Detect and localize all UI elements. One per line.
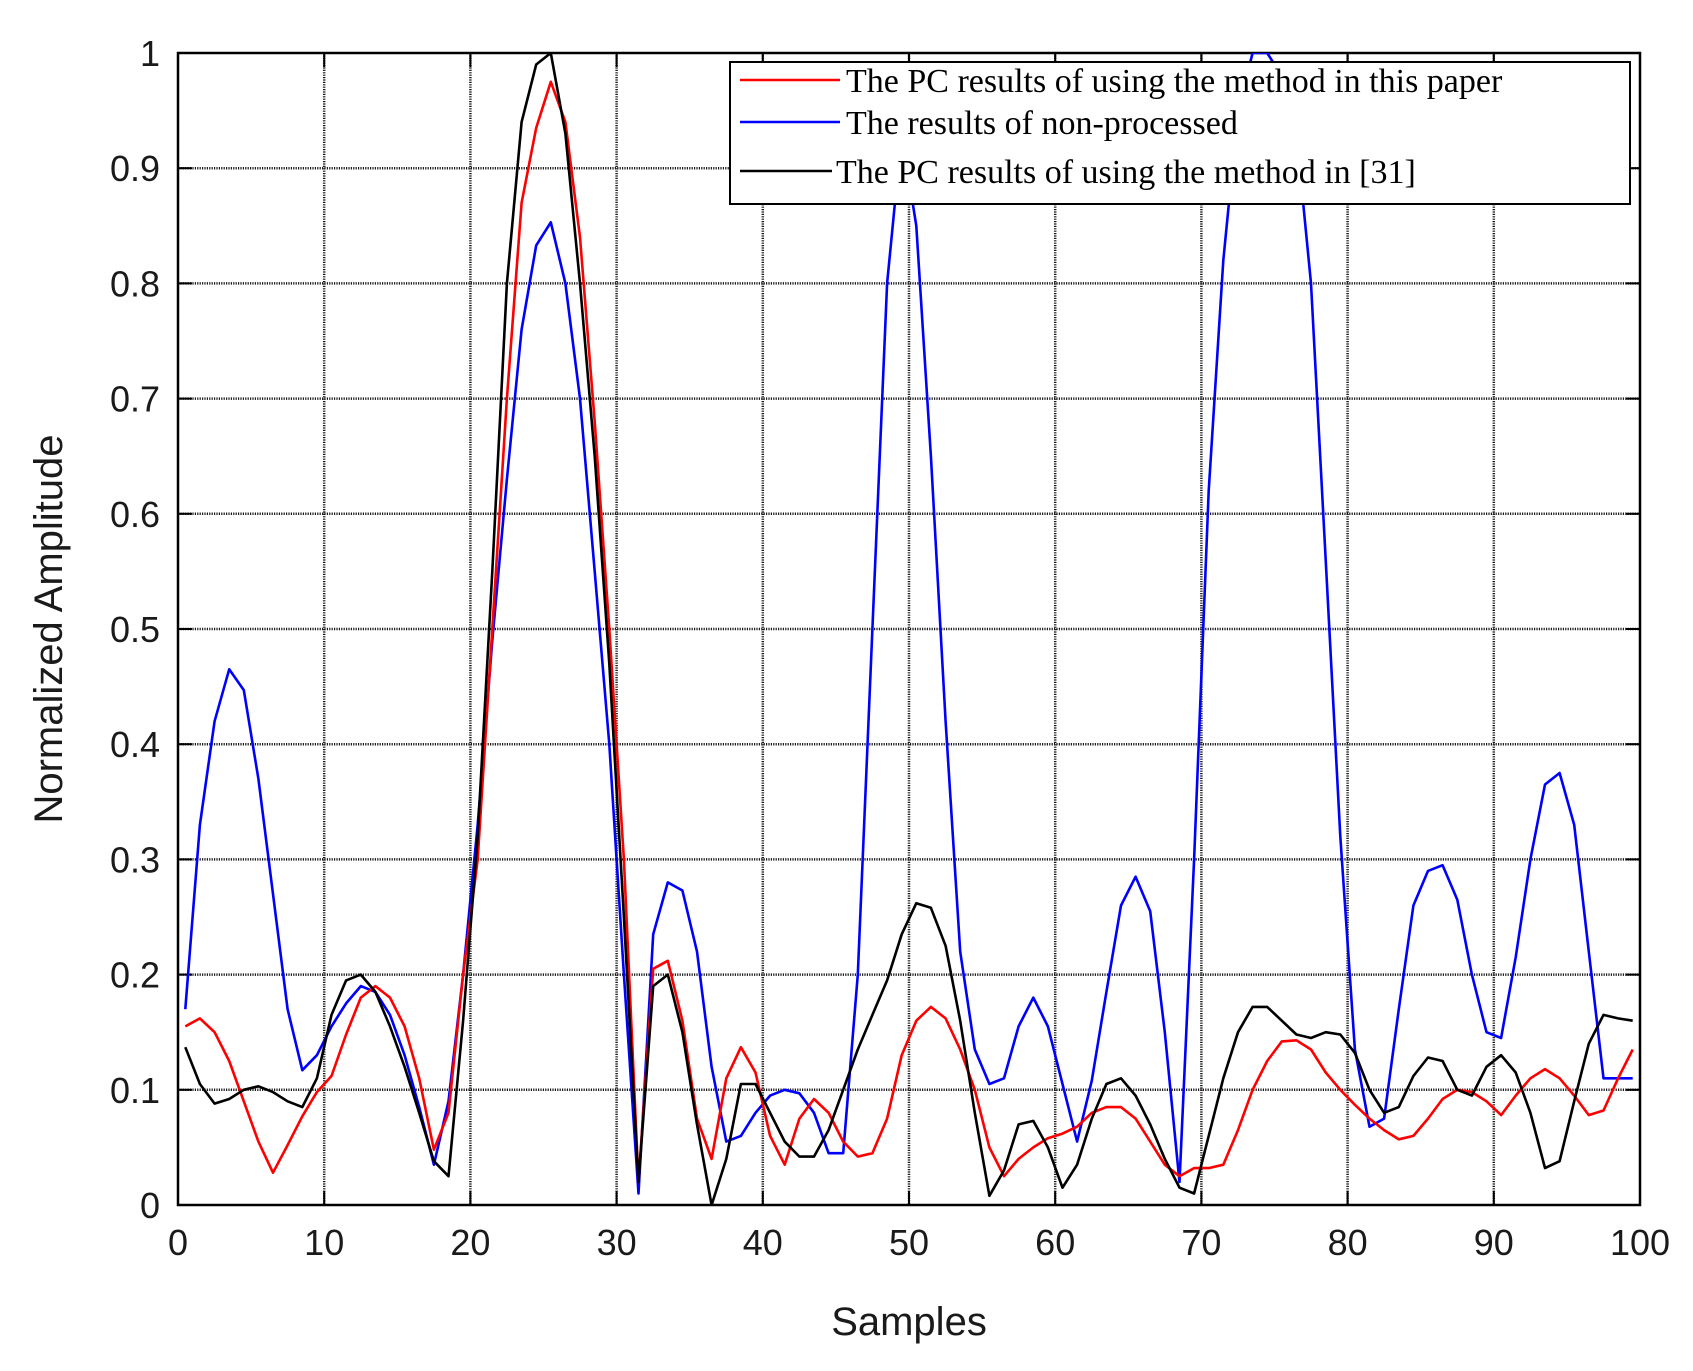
x-tick-label: 20	[450, 1222, 490, 1263]
x-tick-label: 50	[889, 1222, 929, 1263]
y-tick-label: 0.6	[110, 494, 160, 535]
y-tick-label: 1	[140, 33, 160, 74]
grid	[178, 53, 1640, 1205]
x-tick-label: 100	[1610, 1222, 1670, 1263]
x-axis-title: Samples	[831, 1300, 987, 1344]
legend-entry-this-paper: The PC results of using the method in th…	[846, 63, 1503, 100]
y-tick-label: 0	[140, 1185, 160, 1226]
x-axis-ticks: 0 10 20 30 40 50 60 70 80 90 100	[168, 53, 1670, 1263]
legend: The PC results of using the method in th…	[729, 61, 1631, 205]
x-tick-label: 80	[1328, 1222, 1368, 1263]
y-tick-label: 0.4	[110, 724, 160, 765]
legend-box	[729, 61, 1631, 205]
x-tick-label: 0	[168, 1222, 188, 1263]
x-tick-label: 40	[743, 1222, 783, 1263]
y-tick-label: 0.2	[110, 955, 160, 996]
y-tick-label: 0.3	[110, 839, 160, 880]
series-line-method-31	[184, 53, 1633, 1205]
x-tick-label: 30	[597, 1222, 637, 1263]
x-tick-label: 70	[1181, 1222, 1221, 1263]
series-line-this-paper	[184, 80, 1634, 1184]
y-axis-ticks: 0 0.1 0.2 0.3 0.4 0.5 0.6 0.7 0.8 0.9 1	[110, 33, 1640, 1226]
legend-entry-non-processed: The results of non-processed	[846, 105, 1238, 142]
x-tick-label: 90	[1474, 1222, 1514, 1263]
y-axis-title: Normalized Amplitude	[27, 434, 71, 823]
legend-entry-method-31: The PC results of using the method in [3…	[836, 154, 1416, 191]
y-tick-label: 0.1	[110, 1070, 160, 1111]
x-tick-label: 10	[304, 1222, 344, 1263]
y-tick-label: 0.9	[110, 148, 160, 189]
y-tick-label: 0.7	[110, 379, 160, 420]
y-tick-label: 0.8	[110, 263, 160, 304]
y-tick-label: 0.5	[110, 609, 160, 650]
x-tick-label: 60	[1035, 1222, 1075, 1263]
